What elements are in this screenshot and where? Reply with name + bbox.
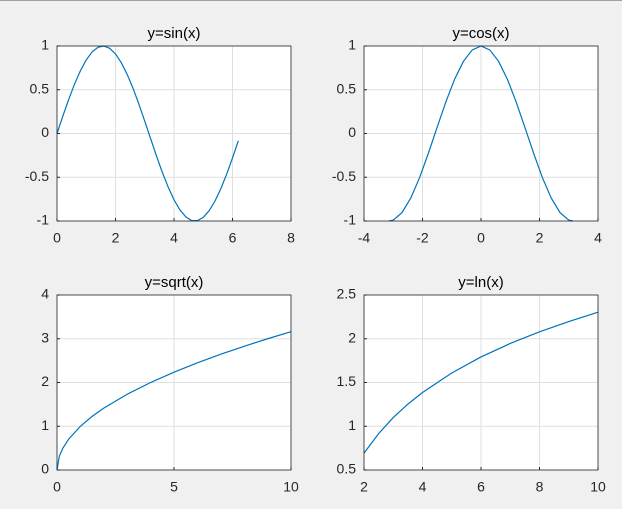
x-tick-label: 8 bbox=[287, 230, 295, 246]
x-tick-label: -2 bbox=[416, 230, 429, 246]
chart-title: y=cos(x) bbox=[452, 25, 509, 42]
y-tick-label: 1 bbox=[348, 37, 356, 53]
x-tick-label: 10 bbox=[590, 479, 606, 495]
y-tick-label: 1 bbox=[41, 37, 49, 53]
data-line bbox=[363, 311, 599, 454]
x-tick-label: -4 bbox=[358, 230, 371, 246]
x-tick-label: 5 bbox=[170, 479, 178, 495]
chart-title: y=ln(x) bbox=[458, 274, 503, 291]
x-tick-label: 4 bbox=[419, 479, 427, 495]
y-tick-label: 1 bbox=[348, 417, 356, 433]
y-tick-label: 1 bbox=[41, 417, 49, 433]
axes-box bbox=[363, 294, 599, 471]
data-line bbox=[56, 45, 239, 222]
y-tick-label: 0.5 bbox=[30, 80, 50, 96]
x-tick-label: 0 bbox=[477, 230, 485, 246]
y-tick-label: 0.5 bbox=[337, 80, 357, 96]
x-tick-label: 2 bbox=[360, 479, 368, 495]
x-tick-label: 6 bbox=[229, 230, 237, 246]
x-tick-label: 10 bbox=[283, 479, 299, 495]
y-tick-label: 4 bbox=[41, 286, 49, 302]
axes-box bbox=[363, 45, 599, 222]
y-tick-label: 0 bbox=[41, 124, 49, 140]
y-tick-label: 2 bbox=[41, 373, 49, 389]
x-tick-label: 2 bbox=[536, 230, 544, 246]
y-tick-label: -0.5 bbox=[332, 168, 356, 184]
x-tick-label: 6 bbox=[477, 479, 485, 495]
y-tick-label: 1.5 bbox=[337, 373, 357, 389]
y-tick-label: 2.5 bbox=[337, 286, 357, 302]
y-tick-label: -1 bbox=[344, 212, 357, 228]
y-tick-label: 0 bbox=[41, 461, 49, 477]
axes-box bbox=[56, 294, 292, 471]
y-tick-label: 0 bbox=[348, 124, 356, 140]
chart-title: y=sin(x) bbox=[148, 25, 201, 42]
x-tick-label: 4 bbox=[594, 230, 602, 246]
y-tick-label: 0.5 bbox=[337, 461, 357, 477]
x-tick-label: 0 bbox=[53, 230, 61, 246]
y-tick-label: -0.5 bbox=[25, 168, 49, 184]
data-line bbox=[56, 331, 292, 471]
chart-title: y=sqrt(x) bbox=[145, 274, 204, 291]
x-tick-label: 2 bbox=[112, 230, 120, 246]
x-tick-label: 4 bbox=[170, 230, 178, 246]
y-tick-label: 3 bbox=[41, 329, 49, 345]
y-tick-label: 2 bbox=[348, 329, 356, 345]
x-tick-label: 8 bbox=[536, 479, 544, 495]
axes-box bbox=[56, 45, 292, 222]
x-tick-label: 0 bbox=[53, 479, 61, 495]
y-tick-label: -1 bbox=[37, 212, 50, 228]
